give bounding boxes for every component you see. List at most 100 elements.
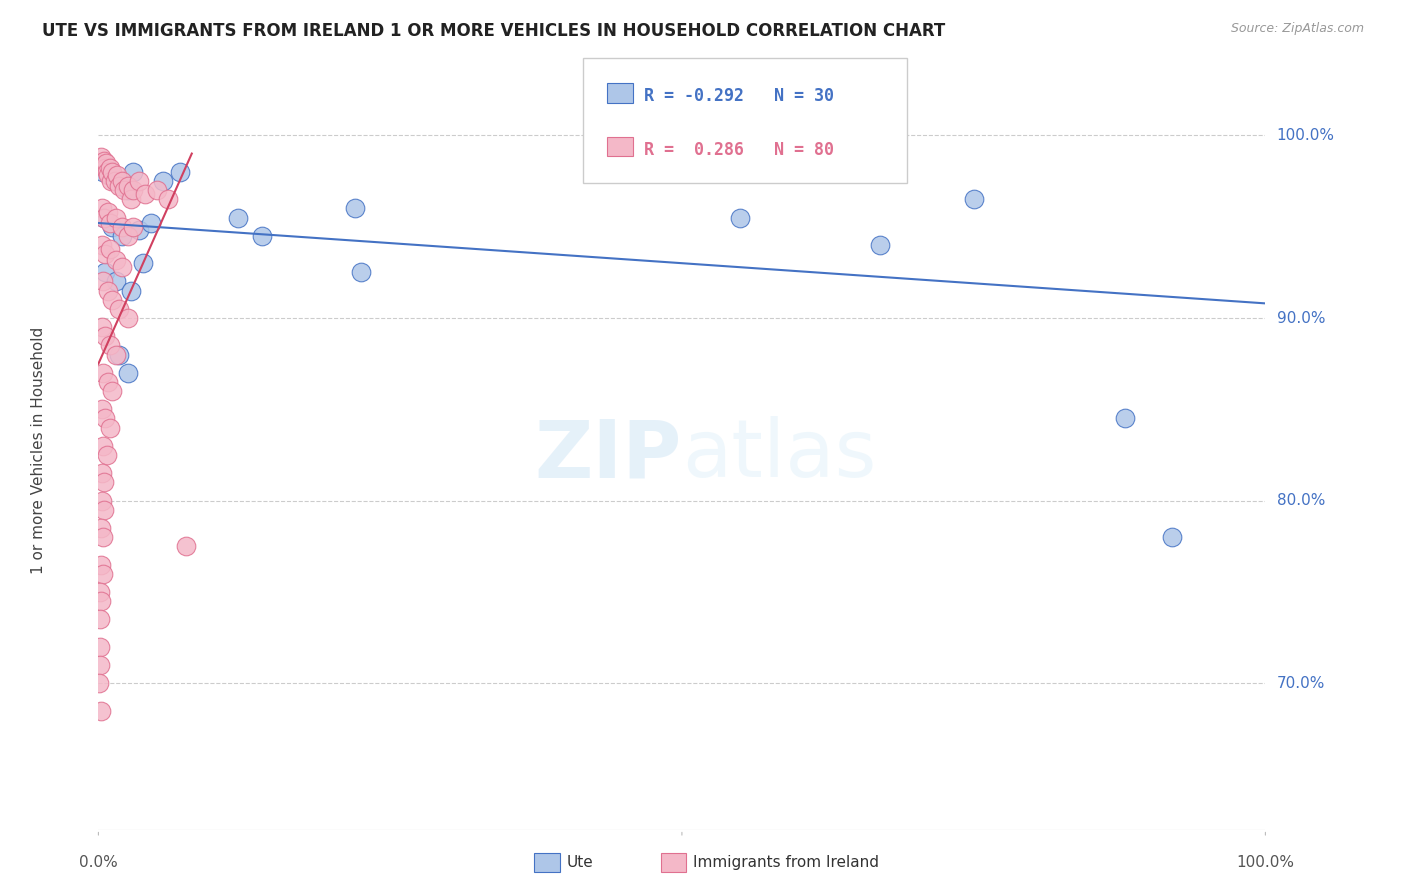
Point bbox=[89, 676, 111, 690]
Point bbox=[111, 219, 134, 234]
Point bbox=[93, 211, 115, 225]
Point bbox=[101, 165, 124, 179]
Point bbox=[157, 192, 180, 206]
Point bbox=[1161, 530, 1184, 544]
Text: Immigrants from Ireland: Immigrants from Ireland bbox=[693, 855, 879, 871]
Point bbox=[94, 247, 117, 261]
Text: 0.0%: 0.0% bbox=[79, 855, 118, 870]
Point bbox=[100, 174, 122, 188]
Point bbox=[101, 384, 124, 398]
Point bbox=[98, 161, 121, 176]
Point bbox=[90, 467, 112, 481]
Point bbox=[97, 375, 120, 389]
Point bbox=[350, 265, 373, 279]
Point bbox=[105, 169, 128, 183]
Point bbox=[91, 366, 114, 380]
Point bbox=[97, 284, 120, 298]
Point bbox=[104, 347, 127, 361]
Point bbox=[128, 223, 150, 237]
Text: 90.0%: 90.0% bbox=[1277, 310, 1324, 326]
Point bbox=[228, 211, 250, 225]
Point bbox=[104, 252, 127, 267]
Point bbox=[117, 228, 139, 243]
Point bbox=[89, 612, 111, 626]
Point bbox=[89, 658, 111, 673]
Point bbox=[111, 260, 134, 274]
Text: Source: ZipAtlas.com: Source: ZipAtlas.com bbox=[1230, 22, 1364, 36]
Point bbox=[90, 320, 112, 334]
Text: Ute: Ute bbox=[567, 855, 593, 871]
Point bbox=[108, 179, 131, 194]
Point bbox=[90, 238, 112, 252]
Point bbox=[98, 338, 121, 352]
Text: UTE VS IMMIGRANTS FROM IRELAND 1 OR MORE VEHICLES IN HOUSEHOLD CORRELATION CHART: UTE VS IMMIGRANTS FROM IRELAND 1 OR MORE… bbox=[42, 22, 945, 40]
Point bbox=[139, 216, 162, 230]
Text: 1 or more Vehicles in Household: 1 or more Vehicles in Household bbox=[31, 326, 46, 574]
Point bbox=[94, 161, 117, 176]
Point bbox=[89, 585, 111, 599]
Point bbox=[730, 211, 752, 225]
Point bbox=[91, 160, 114, 174]
Point bbox=[962, 192, 984, 206]
Point bbox=[98, 216, 121, 230]
Point bbox=[250, 228, 273, 243]
Point bbox=[108, 347, 131, 361]
Point bbox=[132, 256, 155, 270]
Point bbox=[104, 275, 127, 289]
Point bbox=[869, 238, 891, 252]
Point bbox=[117, 366, 139, 380]
Point bbox=[104, 211, 127, 225]
Point bbox=[91, 439, 114, 453]
Point bbox=[108, 301, 131, 316]
Point bbox=[93, 211, 115, 225]
Point bbox=[94, 265, 117, 279]
Point bbox=[117, 311, 139, 326]
Text: 70.0%: 70.0% bbox=[1277, 676, 1324, 691]
Point bbox=[146, 183, 169, 197]
Text: 80.0%: 80.0% bbox=[1277, 493, 1324, 508]
Point bbox=[108, 174, 131, 188]
Point bbox=[174, 540, 197, 554]
Point bbox=[89, 155, 111, 169]
Point bbox=[98, 242, 121, 256]
Point bbox=[94, 155, 117, 169]
Point bbox=[93, 475, 115, 490]
Text: atlas: atlas bbox=[682, 416, 876, 494]
Text: 100.0%: 100.0% bbox=[1236, 855, 1295, 870]
Point bbox=[93, 153, 115, 168]
Point bbox=[90, 202, 112, 216]
Point bbox=[90, 521, 112, 535]
Point bbox=[134, 186, 156, 201]
Point bbox=[98, 169, 121, 183]
Point bbox=[90, 594, 112, 608]
Point bbox=[111, 174, 134, 188]
Point bbox=[90, 402, 112, 417]
Point bbox=[101, 293, 124, 307]
Point bbox=[344, 202, 367, 216]
Text: 100.0%: 100.0% bbox=[1277, 128, 1334, 143]
Text: ZIP: ZIP bbox=[534, 416, 682, 494]
Point bbox=[120, 284, 142, 298]
Point bbox=[122, 219, 145, 234]
Point bbox=[91, 165, 114, 179]
Point bbox=[90, 150, 112, 164]
Point bbox=[96, 448, 118, 462]
Text: R =  0.286   N = 80: R = 0.286 N = 80 bbox=[644, 141, 834, 159]
Point bbox=[112, 183, 135, 197]
Point bbox=[89, 640, 111, 654]
Point bbox=[93, 503, 115, 517]
Point bbox=[91, 275, 114, 289]
Point bbox=[1114, 411, 1136, 425]
Point bbox=[96, 165, 118, 179]
Point bbox=[91, 566, 114, 581]
Point bbox=[94, 329, 117, 343]
Point bbox=[122, 165, 145, 179]
Point bbox=[90, 493, 112, 508]
Point bbox=[117, 183, 139, 197]
Point bbox=[90, 704, 112, 718]
Text: R = -0.292   N = 30: R = -0.292 N = 30 bbox=[644, 87, 834, 105]
Point bbox=[169, 165, 191, 179]
Point bbox=[120, 192, 142, 206]
Point bbox=[117, 179, 139, 194]
Point bbox=[90, 558, 112, 572]
